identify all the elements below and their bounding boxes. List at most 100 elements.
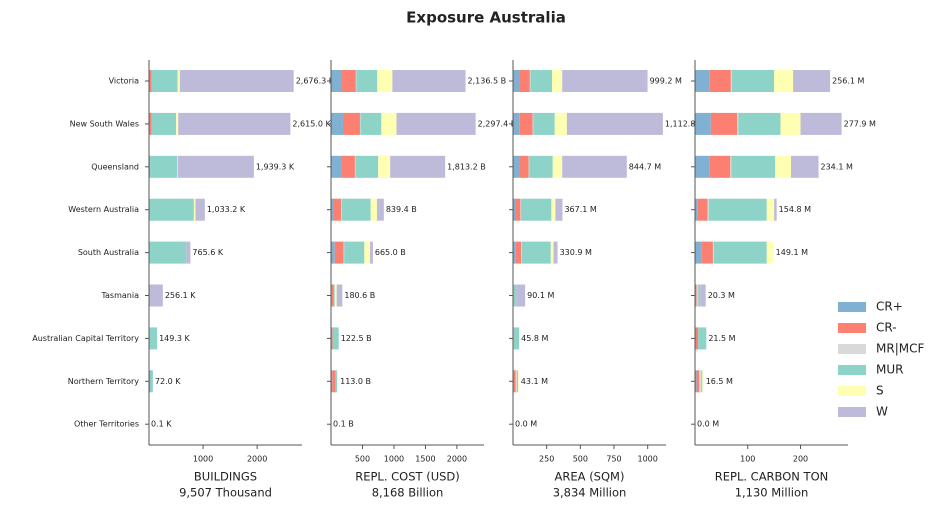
bar-segment (519, 155, 529, 178)
legend-label: MR|MCF (876, 342, 924, 356)
bar-segment (377, 70, 393, 92)
bar-segment (695, 198, 698, 221)
x-tick-label: 250 (539, 455, 554, 464)
bar-segment (356, 70, 378, 92)
bar-segment (331, 327, 333, 350)
bar-segment (775, 155, 792, 178)
panel: 256.1 M 277.9 M 234.1 M 154.8 M 149.1 M 20.3 … (691, 55, 876, 500)
x-axis-sublabel: 3,834 Million (553, 486, 627, 500)
total-label: 765.6 K (192, 248, 223, 257)
bar-segment (695, 370, 697, 393)
bar-segment (513, 284, 517, 307)
bar-segment (195, 198, 205, 221)
bar-segment (149, 155, 151, 178)
x-axis-sublabel: 9,507 Thousand (179, 486, 272, 500)
bar-segment (515, 241, 522, 264)
bar-segment (696, 284, 699, 307)
bar-segment (513, 198, 516, 221)
x-tick-label: 200 (793, 455, 808, 464)
bar-segment (186, 241, 191, 264)
bar-segment (336, 284, 343, 307)
x-axis-label: REPL. CARBON TON (715, 470, 828, 484)
bar-segment (334, 284, 337, 307)
x-axis-sublabel: 8,168 Billion (372, 486, 444, 500)
total-label: 1,112.8 M (665, 119, 705, 128)
legend-label: CR- (876, 321, 897, 335)
total-label: 367.1 M (564, 205, 596, 214)
total-label: 839.4 B (386, 205, 417, 214)
bar-segment (800, 112, 842, 135)
bar-segment (710, 112, 738, 135)
bar-segment (554, 112, 567, 135)
bar-segment (520, 198, 522, 221)
legend-swatch (838, 365, 866, 375)
legend-label: S (876, 384, 884, 398)
bar-segment (341, 198, 371, 221)
bar-segment (528, 155, 530, 178)
bar-segment (562, 70, 648, 92)
total-label: 2,136.5 B (468, 77, 507, 86)
total-label: 2,615.0 K (292, 119, 331, 128)
total-label: 256.1 K (165, 291, 196, 300)
bar-segment (774, 70, 794, 92)
total-label: 256.1 M (832, 77, 864, 86)
bar-segment (151, 112, 177, 135)
bar-segment (149, 198, 194, 221)
bar-segment (332, 327, 339, 350)
total-label: 20.3 M (708, 291, 735, 300)
bar-segment (331, 155, 342, 178)
total-label: 844.7 M (629, 162, 661, 171)
bar-segment (555, 198, 563, 221)
bar-segment (341, 155, 355, 178)
x-tick-label: 100 (740, 455, 755, 464)
total-label: 1,033.2 K (207, 205, 246, 214)
category-label: Other Territories (74, 420, 139, 429)
bar-segment (331, 284, 334, 307)
bar-segment (550, 241, 554, 264)
legend-swatch (838, 407, 866, 417)
bar-segment (513, 327, 520, 350)
bar-segment (780, 112, 801, 135)
bar-segment (149, 370, 151, 393)
bar-segment (521, 241, 551, 264)
bar-segment (333, 284, 335, 307)
bar-segment (332, 370, 336, 393)
x-tick-label: 1500 (415, 455, 435, 464)
bar-segment (707, 198, 709, 221)
bar-segment (331, 112, 343, 135)
legend-label: MUR (876, 363, 903, 377)
legend-swatch (838, 302, 866, 312)
bar-segment (178, 112, 291, 135)
bar-segment (342, 70, 356, 92)
bar-segment (698, 284, 701, 307)
bar-segment (700, 284, 706, 307)
bar-segment (695, 112, 711, 135)
total-label: 0.0 M (697, 420, 719, 429)
total-label: 16.5 M (706, 377, 733, 386)
bar-segment (331, 370, 333, 393)
x-tick-label: 2000 (447, 455, 467, 464)
total-label: 2,297.4 B (478, 119, 517, 128)
bar-segment (766, 241, 774, 264)
total-label: 122.5 B (341, 334, 372, 343)
bar-segment (553, 241, 558, 264)
total-label: 113.0 B (340, 377, 371, 386)
bar-segment (376, 198, 384, 221)
x-axis-sublabel: 1,130 Million (735, 486, 809, 500)
bar-segment (695, 70, 710, 92)
bar-segment (533, 112, 555, 135)
bar-segment (766, 198, 775, 221)
bar-segment (378, 155, 391, 178)
bar-segment (333, 198, 342, 221)
total-label: 21.5 M (708, 334, 735, 343)
category-label: Tasmania (100, 291, 139, 300)
bar-segment (709, 70, 731, 92)
category-label: South Australia (78, 248, 139, 257)
total-label: 330.9 M (560, 248, 592, 257)
total-label: 665.0 B (375, 248, 406, 257)
x-tick-label: 1000 (384, 455, 404, 464)
bar-segment (793, 70, 831, 92)
legend-label: W (876, 405, 888, 419)
category-label: Western Australia (68, 205, 139, 214)
panel: 2,136.5 B 2,297.4 B 1,813.2 B 839.4 B 665.0 … (327, 55, 516, 500)
